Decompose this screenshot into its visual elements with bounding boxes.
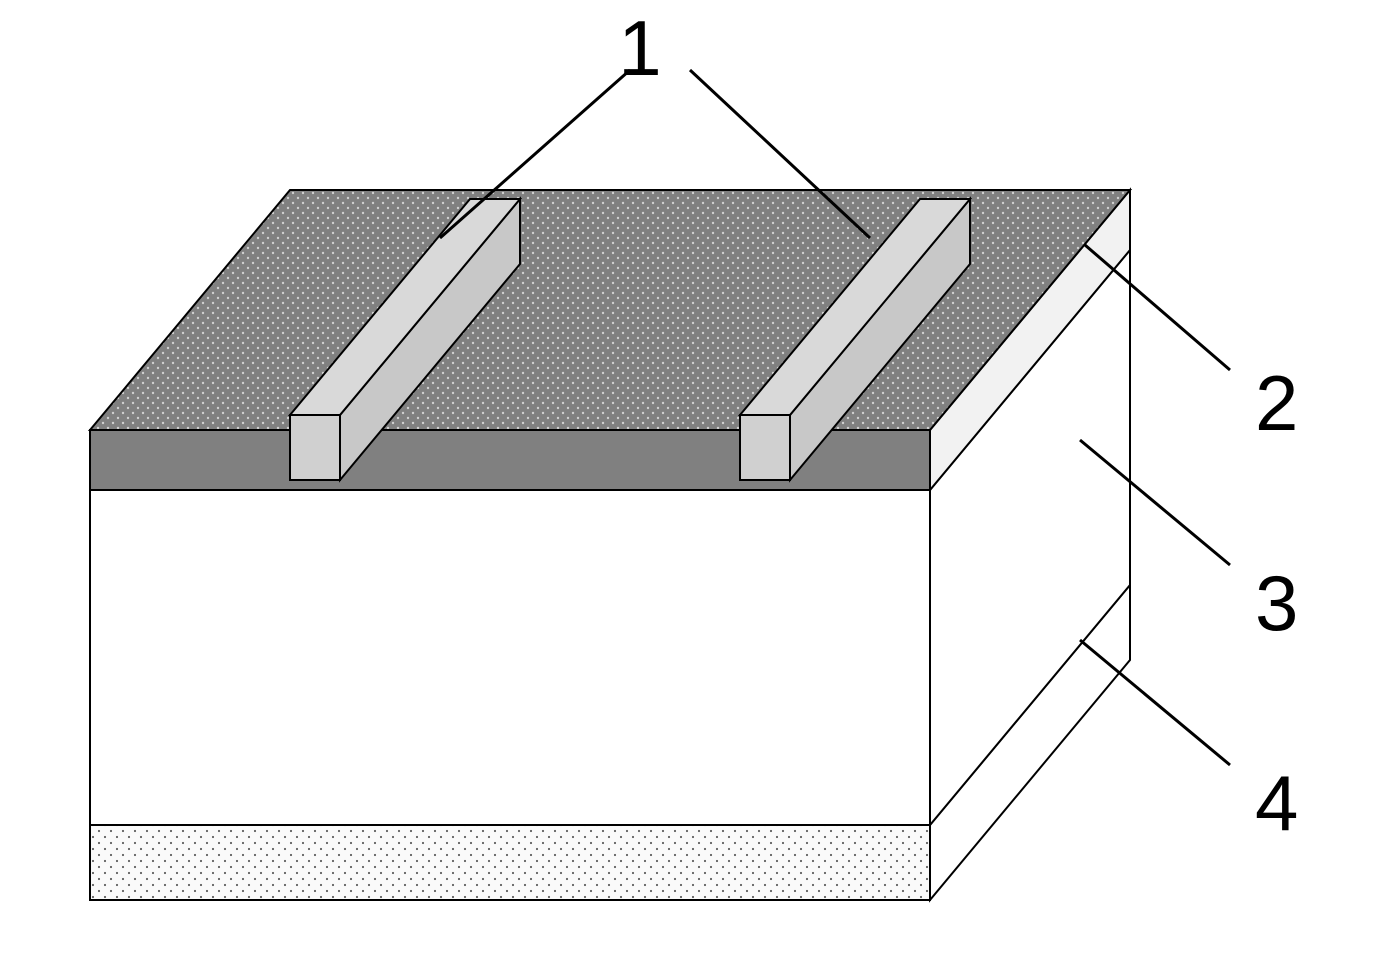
label-2: 2 xyxy=(1255,359,1298,447)
label-1: 1 xyxy=(618,4,661,92)
layered-block-diagram: 1 2 3 4 xyxy=(0,0,1393,979)
middle-layer-front xyxy=(90,490,930,825)
leader-4 xyxy=(1080,640,1230,765)
bar1-front xyxy=(290,415,340,480)
bottom-layer-front xyxy=(90,825,930,900)
label-3: 3 xyxy=(1255,559,1298,647)
bar2-front xyxy=(740,415,790,480)
label-4: 4 xyxy=(1255,759,1298,847)
